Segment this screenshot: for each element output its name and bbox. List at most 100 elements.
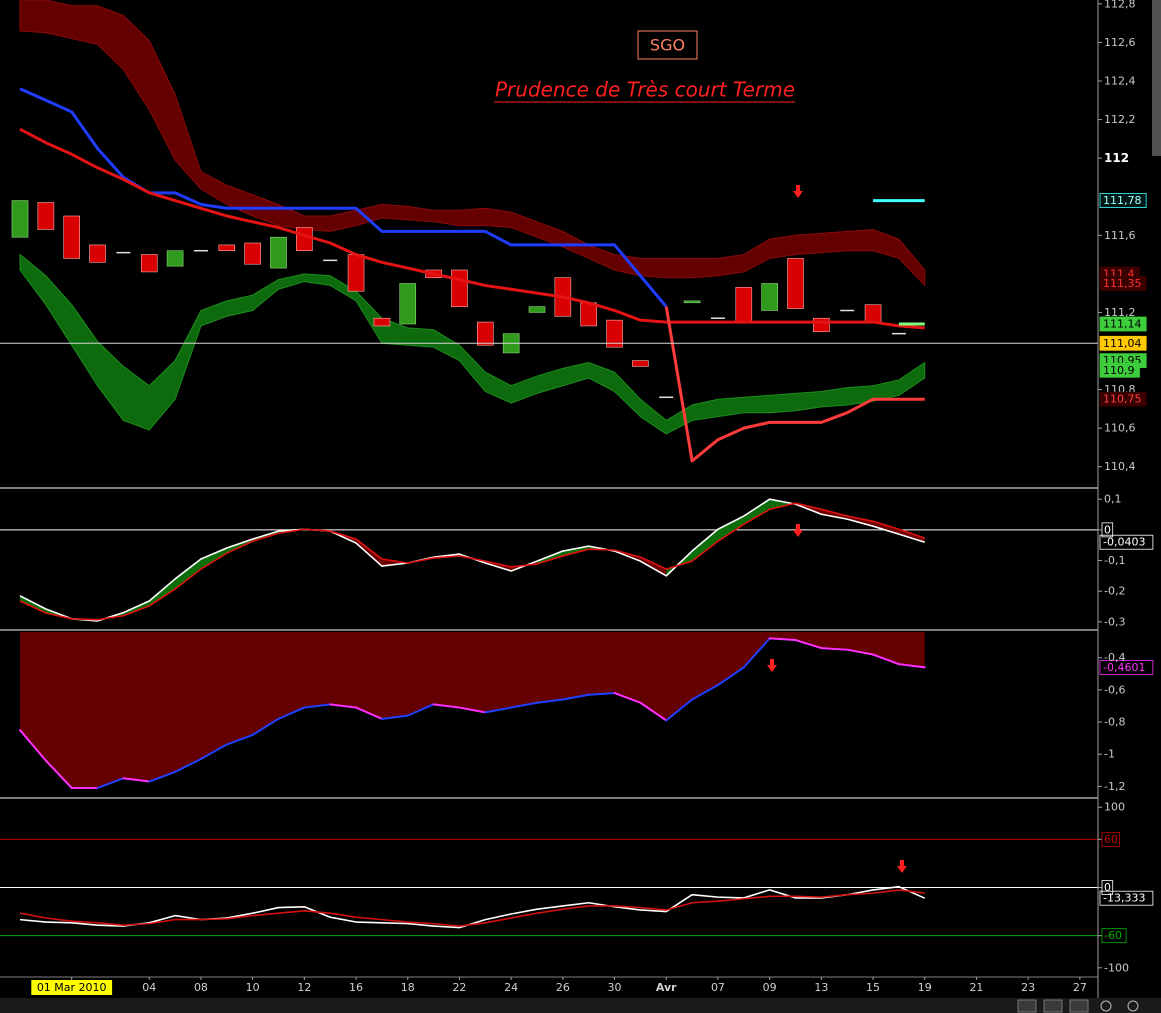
x-tick-label: 22	[452, 981, 466, 994]
y-tick-label: -0,8	[1104, 716, 1125, 729]
x-tick-label: 10	[246, 981, 260, 994]
y-tick-label: -1	[1104, 748, 1115, 761]
fill-between	[175, 559, 201, 590]
line-segment	[19, 729, 47, 762]
line-segment	[406, 703, 435, 717]
signal-arrow	[767, 659, 777, 672]
line-segment	[872, 653, 900, 666]
candle	[89, 244, 106, 263]
fill-between	[898, 529, 925, 543]
y-axis: -0,4601-0,4 -0,6 -0,8 -1 -1,2	[1098, 651, 1154, 793]
line-segment	[510, 701, 538, 709]
x-tick-label: 24	[504, 981, 518, 994]
line-segment	[355, 706, 383, 720]
scroll-left-button[interactable]	[1017, 999, 1037, 1013]
line-segment	[432, 703, 461, 709]
candle	[451, 269, 468, 307]
panel	[0, 838, 1098, 937]
y-tick-label: 112	[1104, 151, 1129, 165]
line-segment	[561, 693, 590, 701]
fill-between	[769, 499, 796, 510]
candle	[296, 227, 313, 252]
line-segment	[380, 714, 409, 720]
candle	[528, 306, 546, 313]
scroll-right-button[interactable]	[1043, 999, 1063, 1013]
candle	[399, 283, 417, 325]
signal-arrow	[793, 185, 803, 198]
line-segment	[329, 703, 358, 709]
y-axis: -0,0403 0,1 0 -0,1 -0,2 -0,3	[1098, 493, 1154, 628]
fill-between	[692, 529, 718, 562]
candle	[11, 200, 29, 238]
signal-arrow	[793, 524, 803, 537]
x-tick-label: 07	[711, 981, 725, 994]
line-segment	[251, 717, 280, 736]
y-tick-label: -0,3	[1104, 615, 1125, 628]
panel	[0, 498, 1098, 622]
y-tick-label: 100	[1104, 801, 1125, 814]
y-tick-label: -100	[1104, 961, 1129, 974]
y-tick-label: 0	[1104, 523, 1111, 536]
line-segment	[225, 733, 254, 746]
candle	[606, 319, 623, 348]
x-tick-label: Avr	[656, 981, 677, 994]
zoom-in-button[interactable]	[1127, 1000, 1139, 1012]
panels	[0, 0, 1098, 937]
price-label-box	[1099, 276, 1147, 291]
price-label: 110,75	[1103, 393, 1142, 406]
x-tick-label: 04	[142, 981, 156, 994]
line	[19, 502, 926, 621]
line-segment	[199, 743, 228, 761]
line-segment	[277, 706, 306, 720]
chart-title: SGO	[650, 36, 685, 55]
candle	[140, 254, 158, 273]
y-tick-label: -0,6	[1104, 683, 1125, 696]
fill-between	[20, 595, 46, 613]
line-segment	[691, 684, 719, 701]
line-segment	[96, 777, 125, 789]
line-segment	[716, 666, 745, 687]
candle	[683, 300, 701, 304]
y-tick-label: -0,2	[1104, 585, 1125, 598]
line-segment	[846, 648, 875, 656]
fill-between	[873, 521, 899, 535]
candle	[37, 202, 55, 230]
price-label-box	[1099, 362, 1140, 378]
y-tick-label: 112,8	[1104, 0, 1136, 10]
candle	[218, 244, 236, 252]
candle	[787, 258, 804, 309]
y-tick-box	[1101, 928, 1127, 944]
x-tick-label: 26	[556, 981, 570, 994]
panel	[0, 0, 1098, 463]
x-tick-label: 16	[349, 981, 363, 994]
scrollbar[interactable]	[1152, 0, 1161, 156]
signal-arrow	[897, 860, 907, 873]
x-tick-label: 19	[918, 981, 932, 994]
last-value-box	[1099, 659, 1154, 675]
y-tick-label: 112,6	[1104, 36, 1136, 49]
line-segment	[174, 758, 202, 773]
panel	[19, 632, 926, 789]
candle	[580, 302, 598, 327]
line-segment	[820, 647, 849, 651]
price-label-box	[1099, 316, 1147, 332]
x-tick-label: 08	[194, 981, 208, 994]
zoom-out-button[interactable]	[1100, 1000, 1112, 1012]
last-value-label: -13,333	[1103, 892, 1145, 905]
line-segment	[122, 777, 151, 783]
y-tick-label: 112,2	[1104, 113, 1136, 126]
price-label-box	[1099, 193, 1147, 208]
y-tick-box	[1101, 831, 1120, 847]
x-tick-label: 23	[1021, 981, 1035, 994]
candle	[270, 236, 287, 269]
reset-button[interactable]	[1069, 999, 1089, 1013]
x-tick-highlight	[31, 980, 113, 995]
fill-between	[743, 499, 770, 525]
price-label-box	[1099, 391, 1147, 407]
candle	[476, 321, 494, 346]
y-axis: -13,333 100 60 0 -60 -100	[1098, 801, 1154, 974]
price-label: 110,9	[1103, 364, 1135, 377]
line-segment	[458, 706, 487, 714]
